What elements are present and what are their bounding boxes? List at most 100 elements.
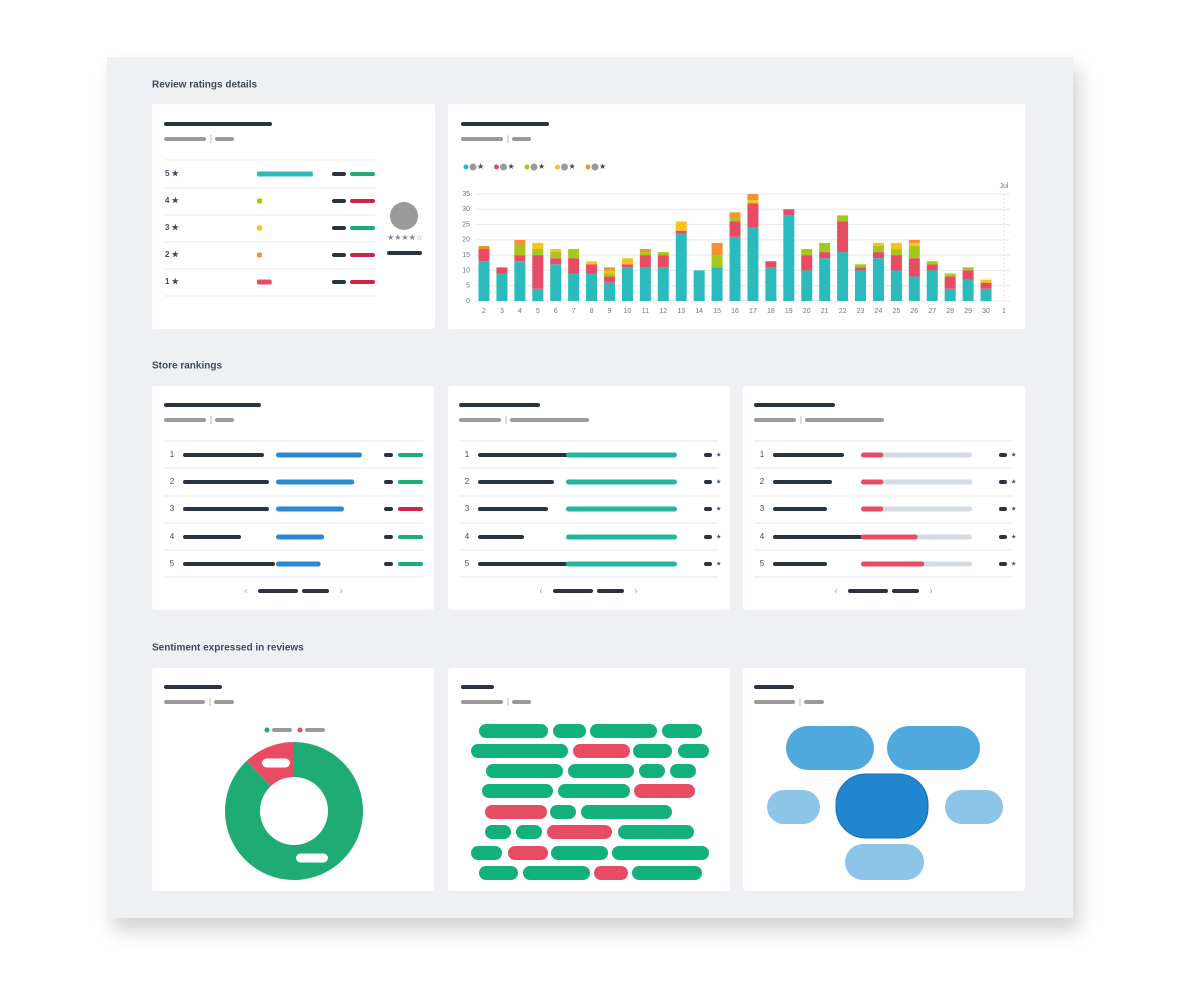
word-pill (516, 825, 542, 839)
card (152, 386, 434, 610)
bar-segment (908, 242, 920, 246)
placeholder (350, 172, 375, 176)
placeholder (164, 700, 205, 704)
bar-track (861, 452, 972, 458)
placeholder (459, 418, 501, 422)
x-tick-label: 24 (875, 308, 883, 315)
ranking-bar (861, 561, 925, 567)
x-tick-label: 9 (608, 308, 612, 315)
bar-segment (926, 270, 938, 301)
bar-segment (872, 252, 884, 259)
placeholder (478, 507, 548, 511)
word-pill (618, 825, 694, 839)
y-tick-label: 5 (466, 283, 470, 290)
rating-label: 1 ★ (165, 277, 180, 286)
bar-segment (604, 276, 616, 283)
placeholder (804, 700, 824, 704)
x-tick-label: 7 (572, 308, 576, 315)
bar-segment (980, 279, 992, 283)
pagination-prev[interactable]: ‹ (540, 585, 543, 595)
x-tick-label: 27 (928, 308, 936, 315)
rank-marker: ★ (716, 452, 721, 459)
legend-icon (530, 163, 538, 171)
placeholder (553, 589, 593, 593)
ranking-bar (566, 534, 677, 540)
bar-segment (872, 245, 884, 253)
x-tick-label: 23 (857, 308, 865, 315)
x-tick-label: 17 (749, 308, 757, 315)
x-tick-label: 8 (590, 308, 594, 315)
placeholder (754, 418, 796, 422)
rank-marker: ★ (716, 534, 721, 541)
rank-number: 5 (170, 559, 175, 568)
bar-segment (639, 267, 651, 301)
y-tick-label: 30 (462, 206, 470, 213)
pagination-next[interactable]: › (635, 585, 638, 595)
legend-icon (469, 163, 477, 171)
bar-segment (621, 267, 633, 301)
word-pill (523, 866, 590, 880)
x-tick-label: 29 (964, 308, 972, 315)
ranking-bar (276, 452, 362, 458)
bar-segment (855, 270, 867, 301)
word-pill (547, 825, 612, 839)
section-title: Review ratings details (152, 80, 257, 91)
placeholder (999, 535, 1007, 539)
bar-segment (621, 264, 633, 268)
placeholder (384, 562, 393, 566)
placeholder (754, 685, 794, 689)
bar-segment (837, 215, 849, 222)
legend-swatch (524, 164, 530, 170)
rank-marker: ★ (1011, 561, 1016, 568)
donut-label (262, 758, 290, 768)
pagination-prev[interactable]: ‹ (835, 585, 838, 595)
placeholder (332, 226, 346, 230)
word-pill (485, 805, 547, 819)
placeholder (387, 251, 422, 255)
word-pill (551, 846, 608, 860)
word-pill (553, 724, 586, 738)
bar-segment (855, 267, 867, 271)
placeholder (704, 453, 712, 457)
placeholder (704, 507, 712, 511)
pagination-next[interactable]: › (930, 585, 933, 595)
ranking-bar (861, 534, 918, 540)
ranking-bar (276, 561, 321, 567)
x-tick-label: 18 (767, 308, 775, 315)
section-title: Store rankings (152, 361, 222, 372)
rank-number: 3 (465, 504, 470, 513)
bar-segment (621, 258, 633, 265)
placeholder (164, 137, 206, 141)
bar-segment (908, 258, 920, 277)
rank-marker: ★ (716, 506, 721, 513)
legend-swatch (555, 164, 560, 170)
bar-segment (604, 270, 616, 274)
ranking-bar (566, 452, 677, 458)
rank-number: 2 (465, 477, 470, 486)
bar-segment (980, 288, 992, 301)
y-tick-label: 10 (462, 267, 470, 274)
word-pill (670, 764, 696, 778)
x-tick-label: 2 (482, 308, 486, 315)
word-pill (558, 784, 630, 798)
bar-segment (586, 261, 598, 265)
placeholder (512, 700, 531, 704)
bar-segment (819, 258, 831, 301)
pagination-prev[interactable]: ‹ (245, 585, 248, 595)
bar-segment (801, 255, 813, 271)
ranking-bar (276, 479, 355, 485)
placeholder (164, 418, 206, 422)
bar-segment (855, 264, 867, 268)
legend-swatch (463, 164, 469, 170)
word-pill (486, 764, 563, 778)
rank-number: 4 (465, 532, 470, 541)
placeholder (164, 685, 222, 689)
x-tick-label: 12 (659, 308, 667, 315)
bar-segment (478, 261, 490, 301)
placeholder (773, 562, 827, 566)
pagination-next[interactable]: › (340, 585, 343, 595)
placeholder (332, 280, 346, 284)
rank-number: 2 (760, 477, 765, 486)
bar-segment (586, 273, 598, 301)
bar-segment (675, 230, 687, 234)
